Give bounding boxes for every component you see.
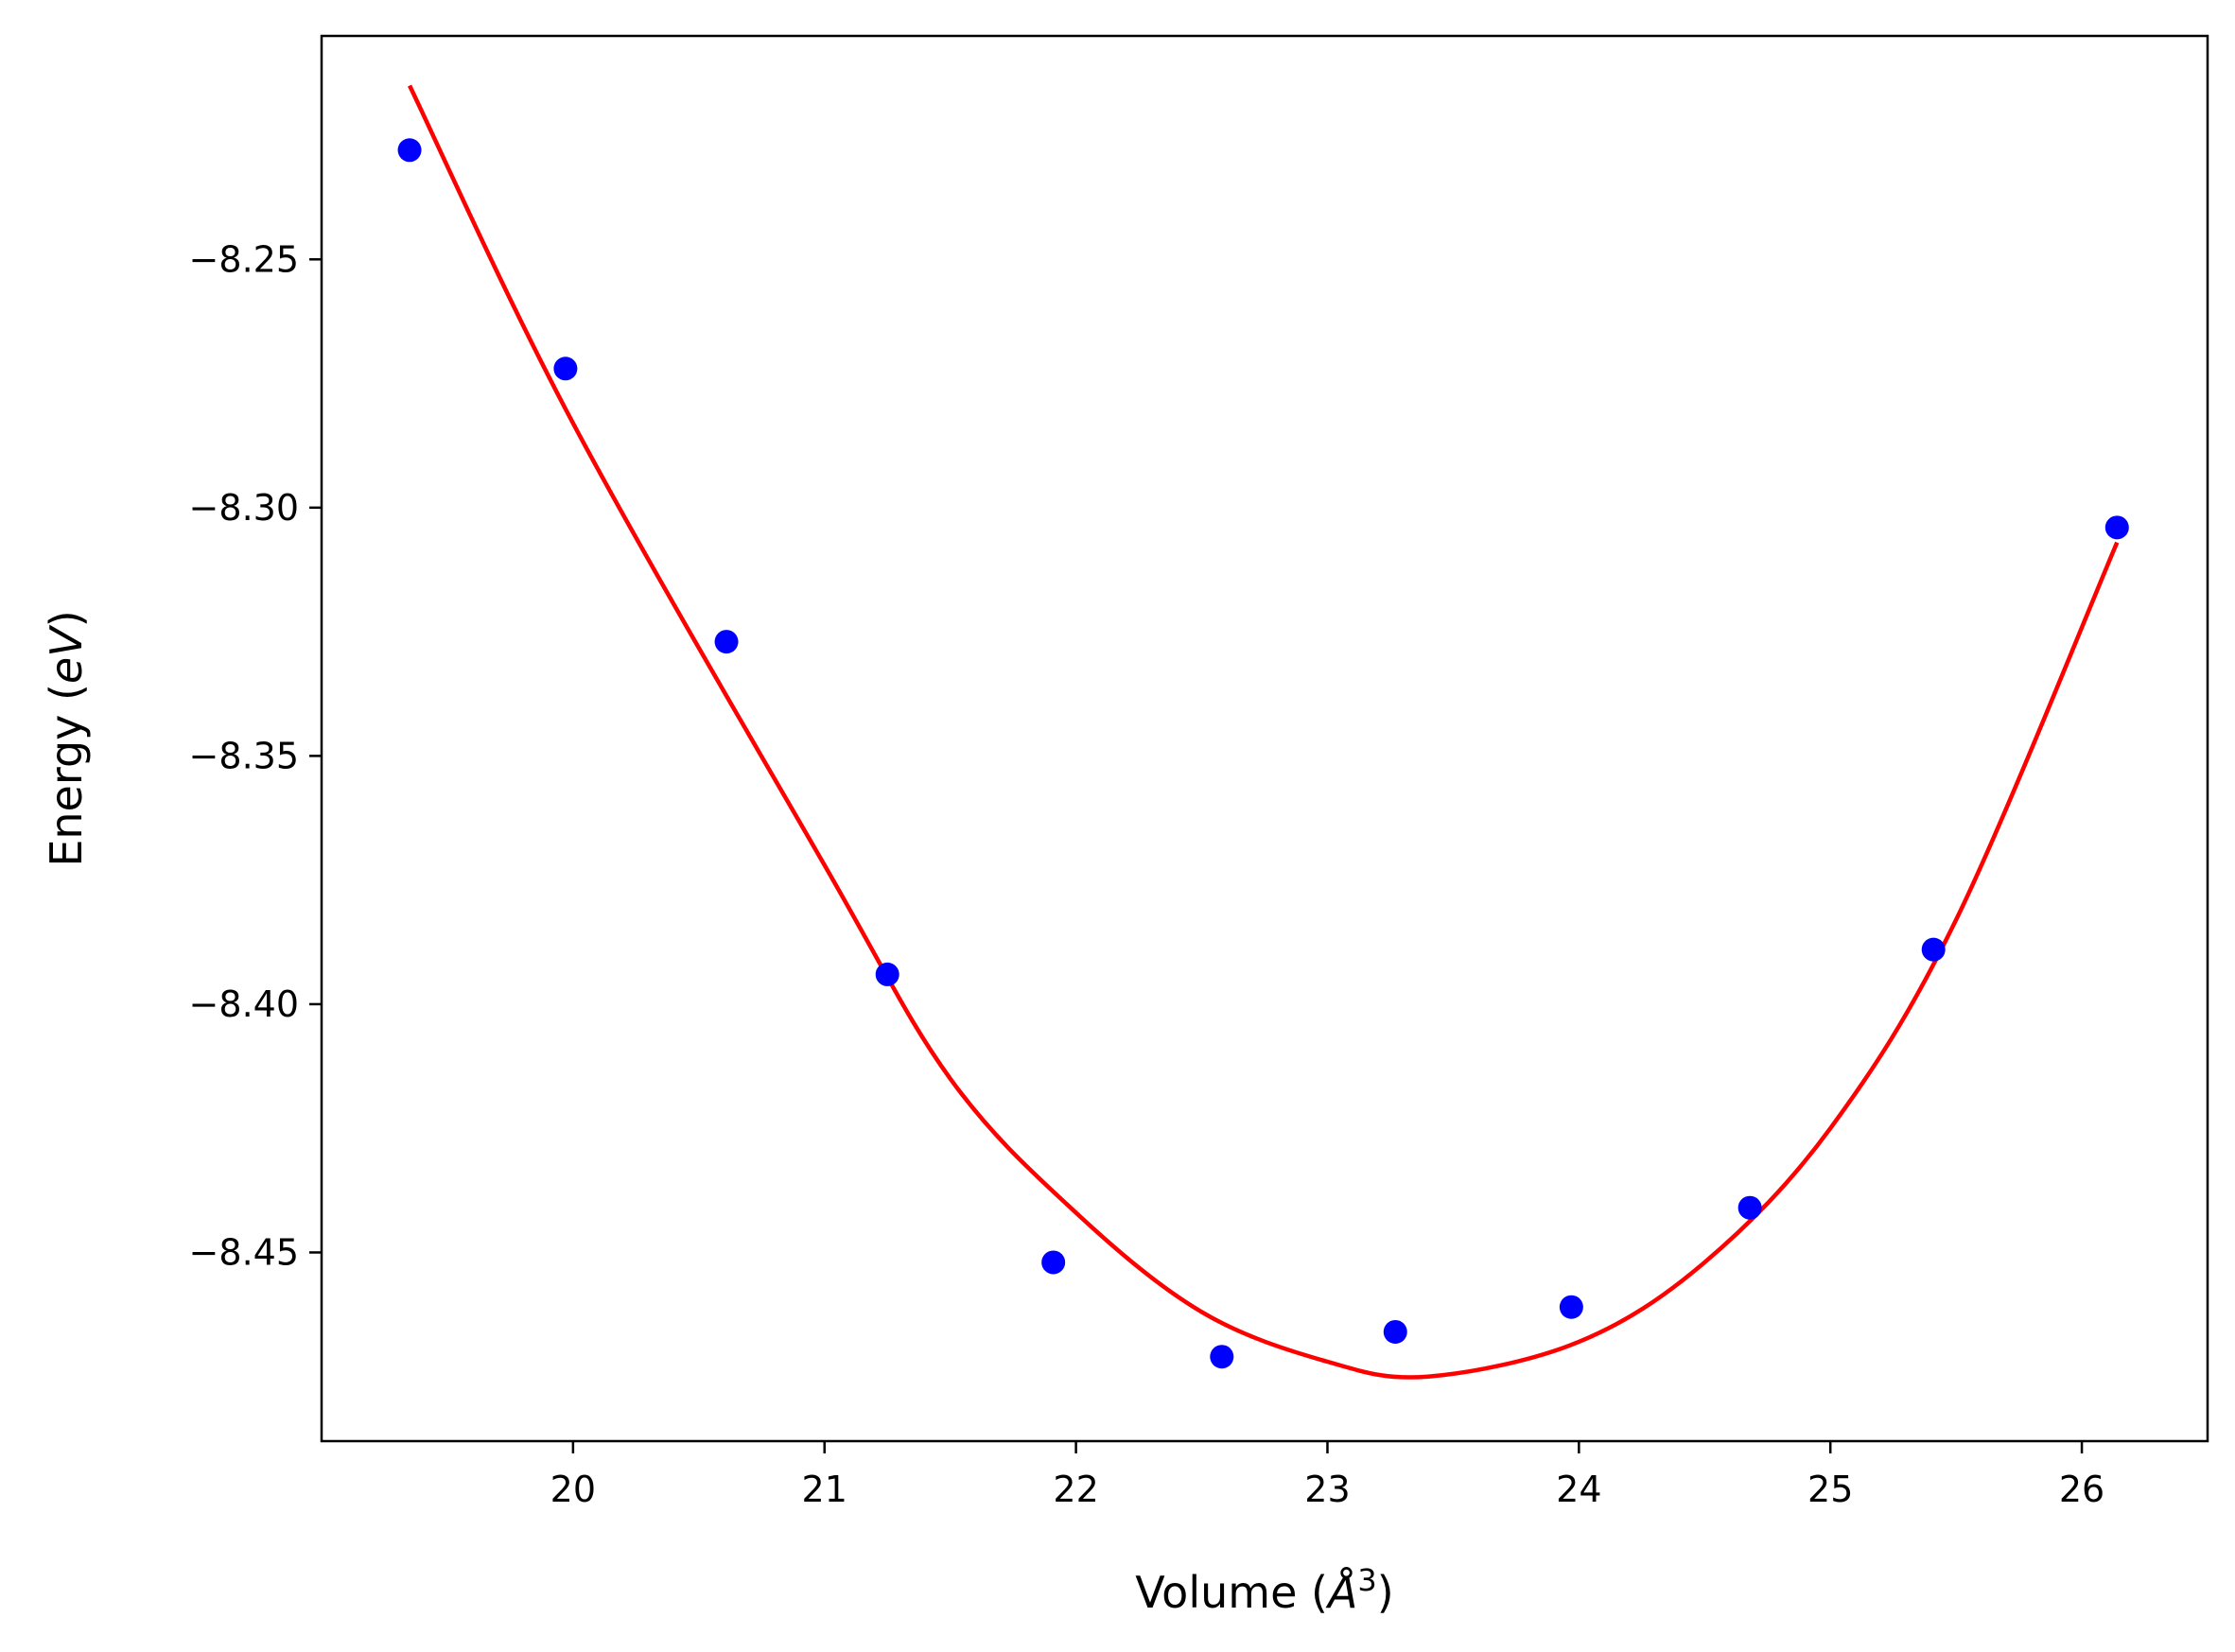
- plot-frame: [320, 34, 2209, 1443]
- plot-background: [322, 36, 2208, 1441]
- data-points-layer: [397, 138, 2129, 1369]
- fit-curve: [408, 84, 2120, 1380]
- x-tick-label: 26: [2059, 1469, 2104, 1510]
- data-point: [1921, 937, 1946, 962]
- data-point: [397, 138, 422, 163]
- y-tick-label: −8.40: [189, 983, 299, 1025]
- x-axis-label: Volume (Å3): [1135, 1562, 1393, 1618]
- data-point: [714, 630, 739, 654]
- data-point: [553, 356, 578, 381]
- data-point: [2104, 515, 2129, 540]
- x-tick-label: 24: [1556, 1469, 1601, 1510]
- y-axis-label: Energy (eV): [41, 610, 92, 866]
- data-point: [1383, 1319, 1407, 1344]
- fit-curve-layer: [408, 84, 2120, 1380]
- data-point: [1737, 1195, 1762, 1220]
- y-tick-label: −8.25: [189, 238, 299, 280]
- x-tick-label: 23: [1304, 1469, 1350, 1510]
- y-axis-ticks: −8.25 −8.30 −8.35 −8.40 −8.45: [189, 238, 322, 1273]
- y-tick-label: −8.35: [189, 735, 299, 776]
- data-point: [1041, 1250, 1066, 1275]
- x-tick-label: 21: [802, 1469, 847, 1510]
- x-tick-label: 20: [550, 1469, 596, 1510]
- y-tick-label: −8.30: [189, 487, 299, 529]
- data-point: [1210, 1345, 1234, 1369]
- data-point: [1559, 1295, 1583, 1319]
- x-tick-label: 25: [1807, 1469, 1853, 1510]
- x-axis-ticks: 20 21 22 23 24 25 26: [550, 1441, 2104, 1510]
- x-tick-label: 22: [1053, 1469, 1098, 1510]
- y-tick-label: −8.45: [189, 1231, 299, 1273]
- data-point: [875, 962, 899, 986]
